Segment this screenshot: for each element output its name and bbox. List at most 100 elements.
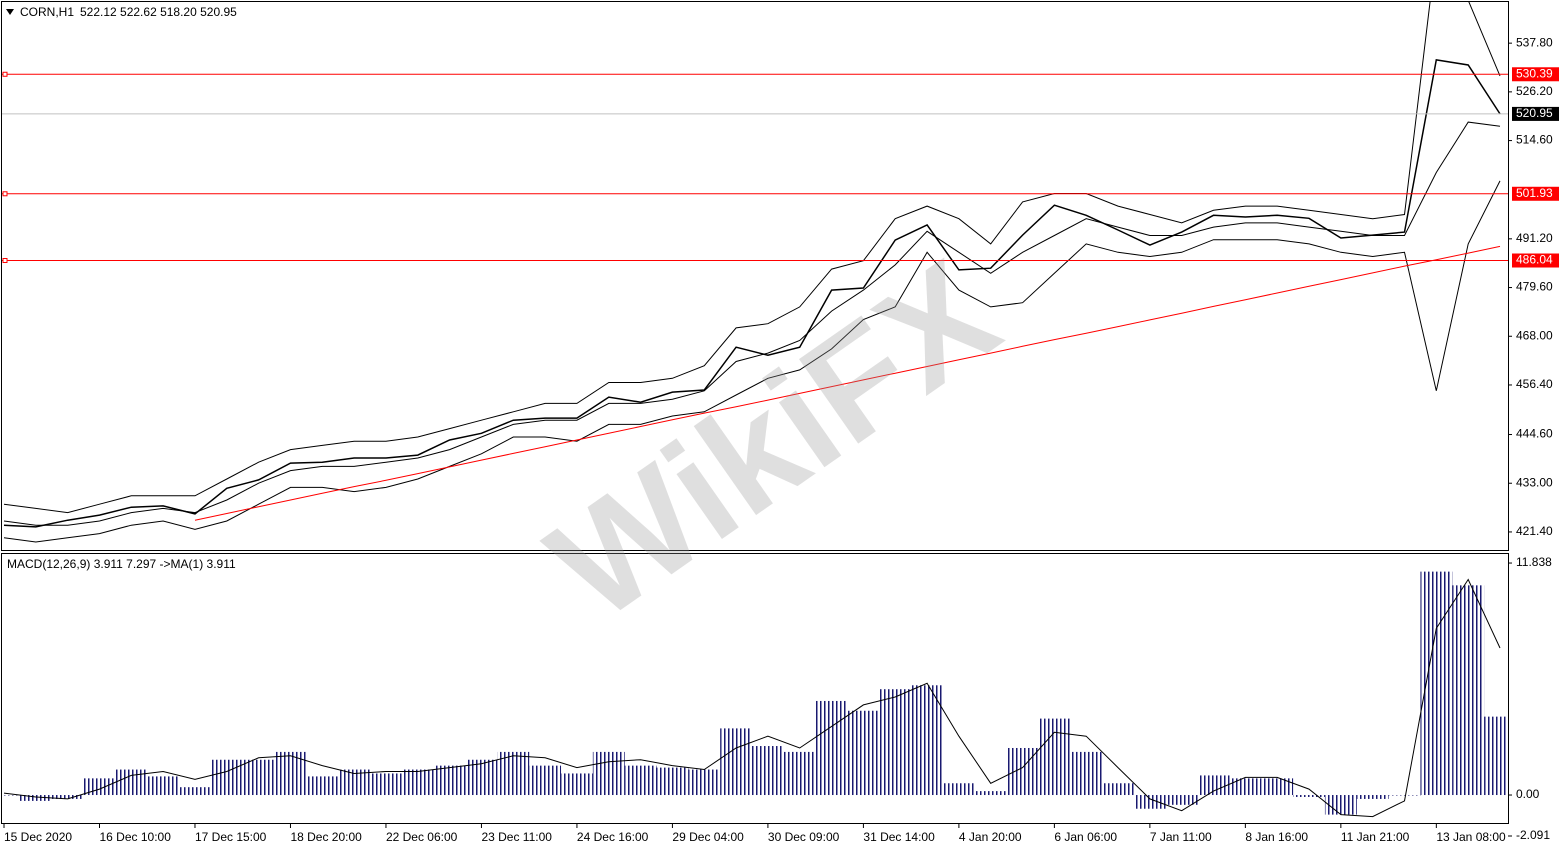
macd-bar <box>1484 716 1508 796</box>
macd-bar <box>752 746 784 796</box>
macd-frame <box>1 553 1509 824</box>
plot-area <box>3 2 1501 543</box>
y-tick-label: 456.40 <box>1516 377 1553 391</box>
price-frame <box>1 1 1509 551</box>
y-tick-label: 11.838 <box>1516 555 1552 569</box>
x-tick-label: 18 Dec 20:00 <box>290 830 362 844</box>
macd-bar <box>815 700 848 796</box>
last-price-label: 520.95 <box>1516 106 1553 120</box>
x-tick-label: 7 Jan 11:00 <box>1150 830 1212 844</box>
level-label-bg <box>1512 67 1559 82</box>
y-tick-label: 491.20 <box>1516 231 1553 245</box>
x-tick-label: 8 Jan 16:00 <box>1245 830 1308 844</box>
macd-bar <box>1388 795 1421 796</box>
macd-bar <box>1197 775 1230 796</box>
macd-bar <box>1133 795 1166 809</box>
y-tick-label: 479.60 <box>1516 280 1553 294</box>
macd-bar <box>942 783 975 796</box>
x-tick-label: 16 Dec 10:00 <box>99 830 171 844</box>
macd-bar <box>147 776 180 796</box>
level-label: 530.39 <box>1516 66 1553 80</box>
x-tick-label: 4 Jan 20:00 <box>959 830 1022 844</box>
x-tick-label: 30 Dec 09:00 <box>768 830 840 844</box>
menu-arrow <box>6 9 14 15</box>
x-tick-label: 22 Dec 06:00 <box>386 830 458 844</box>
y-tick-label: 526.20 <box>1516 84 1553 98</box>
level-label: 501.93 <box>1516 186 1553 200</box>
macd-bar <box>19 795 52 801</box>
macd-bar <box>720 728 752 796</box>
macd-bar <box>911 685 943 796</box>
x-tick-label: 17 Dec 15:00 <box>195 830 267 844</box>
level-label-bg <box>1512 253 1559 268</box>
macd-bar <box>847 710 880 796</box>
macd-bar <box>1165 795 1198 805</box>
y-tick-label: 537.80 <box>1516 35 1553 49</box>
macd-bar <box>688 769 721 796</box>
series-line <box>194 245 1501 521</box>
macd-bar <box>274 751 307 796</box>
macd-bar <box>1102 783 1134 796</box>
macd-bar <box>242 759 275 796</box>
x-tick-label: 15 Dec 2020 <box>4 830 72 844</box>
chart-title: CORN,H1 <box>20 5 74 19</box>
macd-bar <box>1356 795 1389 799</box>
series-line <box>3 59 1501 528</box>
y-tick-label: 468.00 <box>1516 328 1553 342</box>
macd-bar <box>624 765 657 796</box>
plot-area <box>2 571 1508 818</box>
series-line <box>3 121 1501 526</box>
macd-bar <box>465 759 498 796</box>
macd-bar <box>83 778 116 796</box>
series-line <box>3 180 1501 543</box>
x-tick-label: 6 Jan 06:00 <box>1054 830 1117 844</box>
level-anchor <box>2 71 8 77</box>
macd-bar <box>592 751 625 796</box>
x-tick-label: 24 Dec 16:00 <box>577 830 649 844</box>
series-line <box>3 578 1501 818</box>
level-anchor <box>2 258 8 264</box>
macd-bar <box>1229 778 1262 796</box>
macd-bar <box>1070 751 1103 796</box>
macd-bar <box>2 795 20 796</box>
y-tick-label: 514.60 <box>1516 133 1553 147</box>
series-line <box>3 2 1501 514</box>
macd-bar <box>115 769 148 796</box>
macd-bar <box>974 791 1007 796</box>
y-tick-label: -2.091 <box>1516 828 1550 842</box>
macd-bar <box>1452 585 1485 796</box>
x-tick-label: 23 Dec 11:00 <box>481 830 552 844</box>
y-tick-label: 433.00 <box>1516 475 1553 489</box>
level-label-bg <box>1512 186 1559 201</box>
x-tick-label: 29 Dec 04:00 <box>672 830 744 844</box>
macd-bar <box>783 751 816 796</box>
macd-bar <box>370 773 402 796</box>
macd-bar <box>656 767 689 796</box>
macd-bar <box>561 773 593 796</box>
y-tick-label: 444.60 <box>1516 427 1553 441</box>
macd-bar <box>1261 778 1294 796</box>
macd-bar <box>497 751 530 796</box>
x-tick-label: 31 Dec 14:00 <box>863 830 935 844</box>
last-price-bg <box>1512 106 1559 121</box>
macd-bar <box>1324 795 1357 815</box>
y-tick-label: 0.00 <box>1516 787 1540 801</box>
x-tick-label: 11 Jan 21:00 <box>1341 830 1410 844</box>
macd-bar <box>306 776 339 796</box>
watermark: WikiFX <box>520 228 1025 652</box>
y-tick-label: 421.40 <box>1516 524 1553 538</box>
level-label: 486.04 <box>1516 253 1553 267</box>
macd-bar <box>529 765 562 796</box>
macd-bar <box>210 759 243 796</box>
macd-bar <box>401 769 434 796</box>
macd-bar <box>1420 571 1453 796</box>
macd-bar <box>1293 795 1325 797</box>
ohlc: 522.12 522.62 518.20 520.95 <box>80 5 237 19</box>
macd-bar <box>179 787 211 796</box>
level-anchor <box>2 191 8 197</box>
macd-bar <box>433 765 466 796</box>
macd-bar <box>1038 718 1071 796</box>
macd-bar <box>51 795 84 799</box>
macd-bar <box>879 689 912 796</box>
